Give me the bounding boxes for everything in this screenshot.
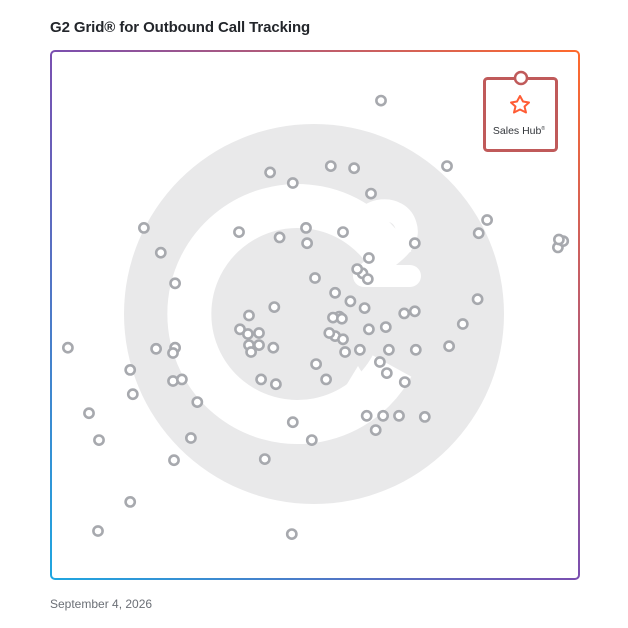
product-marker[interactable] <box>233 226 245 238</box>
product-marker[interactable] <box>300 221 312 234</box>
product-marker[interactable] <box>339 346 351 358</box>
product-marker[interactable] <box>361 273 374 285</box>
product-marker[interactable] <box>393 409 405 422</box>
product-marker[interactable] <box>456 318 469 330</box>
product-marker[interactable] <box>245 346 257 358</box>
product-marker[interactable] <box>253 339 265 351</box>
product-marker[interactable] <box>301 237 313 250</box>
product-marker[interactable] <box>382 343 395 356</box>
product-marker[interactable] <box>167 347 179 359</box>
product-marker[interactable] <box>168 454 180 467</box>
g2-watermark-logo <box>124 124 504 504</box>
featured-product-name: Sales Hub <box>493 125 542 137</box>
product-marker[interactable] <box>175 373 188 386</box>
product-marker[interactable] <box>358 302 371 314</box>
product-marker[interactable] <box>83 407 95 420</box>
product-marker[interactable] <box>408 237 421 250</box>
product-marker[interactable] <box>150 342 162 355</box>
product-marker[interactable] <box>443 340 455 353</box>
product-marker[interactable] <box>481 214 493 226</box>
product-marker[interactable] <box>191 396 204 408</box>
page-title: G2 Grid® for Outbound Call Tracking <box>50 19 311 36</box>
product-marker[interactable] <box>373 356 386 368</box>
product-marker[interactable] <box>241 328 254 340</box>
product-marker[interactable] <box>335 312 348 325</box>
product-marker[interactable] <box>264 166 276 179</box>
product-marker[interactable] <box>408 305 421 318</box>
product-marker[interactable] <box>471 293 484 306</box>
product-marker[interactable] <box>380 367 393 379</box>
product-marker[interactable] <box>243 309 255 322</box>
product-marker[interactable] <box>369 424 382 436</box>
product-marker[interactable] <box>268 301 281 313</box>
product-marker[interactable] <box>253 327 265 339</box>
product-marker[interactable] <box>348 162 360 175</box>
product-marker[interactable] <box>377 409 389 422</box>
product-marker[interactable] <box>124 363 137 376</box>
product-marker[interactable] <box>323 327 336 339</box>
product-marker[interactable] <box>418 410 431 423</box>
product-marker[interactable] <box>398 307 411 320</box>
product-marker[interactable] <box>285 528 298 540</box>
registered-mark: ® <box>541 125 545 132</box>
product-marker[interactable] <box>324 160 337 172</box>
product-marker[interactable] <box>269 378 282 391</box>
product-marker[interactable] <box>365 187 377 200</box>
report-date: September 4, 2026 <box>50 597 153 611</box>
product-marker[interactable] <box>93 434 105 446</box>
product-marker[interactable] <box>441 160 453 172</box>
product-marker[interactable] <box>553 233 565 246</box>
product-marker[interactable] <box>310 358 322 370</box>
product-marker[interactable] <box>255 373 267 386</box>
product-marker[interactable] <box>375 94 387 107</box>
product-marker[interactable] <box>329 286 341 299</box>
featured-product-callout[interactable]: Sales Hub® <box>483 70 558 152</box>
product-marker[interactable] <box>379 321 392 333</box>
product-marker[interactable] <box>92 525 104 537</box>
product-marker[interactable] <box>337 226 349 238</box>
product-marker[interactable] <box>351 263 364 275</box>
product-marker[interactable] <box>126 388 139 401</box>
sprocket-logo-icon <box>510 95 530 114</box>
product-marker[interactable] <box>62 341 74 354</box>
product-marker[interactable] <box>184 432 197 444</box>
svg-text:Sales Hub®: Sales Hub® <box>493 125 545 137</box>
product-marker[interactable] <box>167 375 179 387</box>
product-marker[interactable] <box>267 341 280 354</box>
product-marker[interactable] <box>169 277 181 290</box>
product-marker[interactable] <box>309 272 321 284</box>
product-marker[interactable] <box>124 495 137 508</box>
product-marker[interactable] <box>344 295 357 308</box>
product-marker[interactable] <box>353 343 366 356</box>
featured-marker[interactable] <box>513 70 529 86</box>
product-marker[interactable] <box>362 252 375 264</box>
product-marker[interactable] <box>472 227 485 240</box>
product-marker[interactable] <box>273 231 286 244</box>
product-marker[interactable] <box>398 376 411 388</box>
product-marker[interactable] <box>154 246 167 259</box>
product-marker[interactable] <box>362 323 375 336</box>
product-marker[interactable] <box>258 453 271 465</box>
product-marker[interactable] <box>286 416 299 429</box>
product-marker[interactable] <box>337 333 349 346</box>
product-marker[interactable] <box>137 221 150 234</box>
product-marker[interactable] <box>409 343 422 356</box>
product-marker[interactable] <box>286 177 299 189</box>
product-marker[interactable] <box>305 434 318 446</box>
product-marker[interactable] <box>320 373 332 386</box>
product-marker[interactable] <box>360 409 373 422</box>
